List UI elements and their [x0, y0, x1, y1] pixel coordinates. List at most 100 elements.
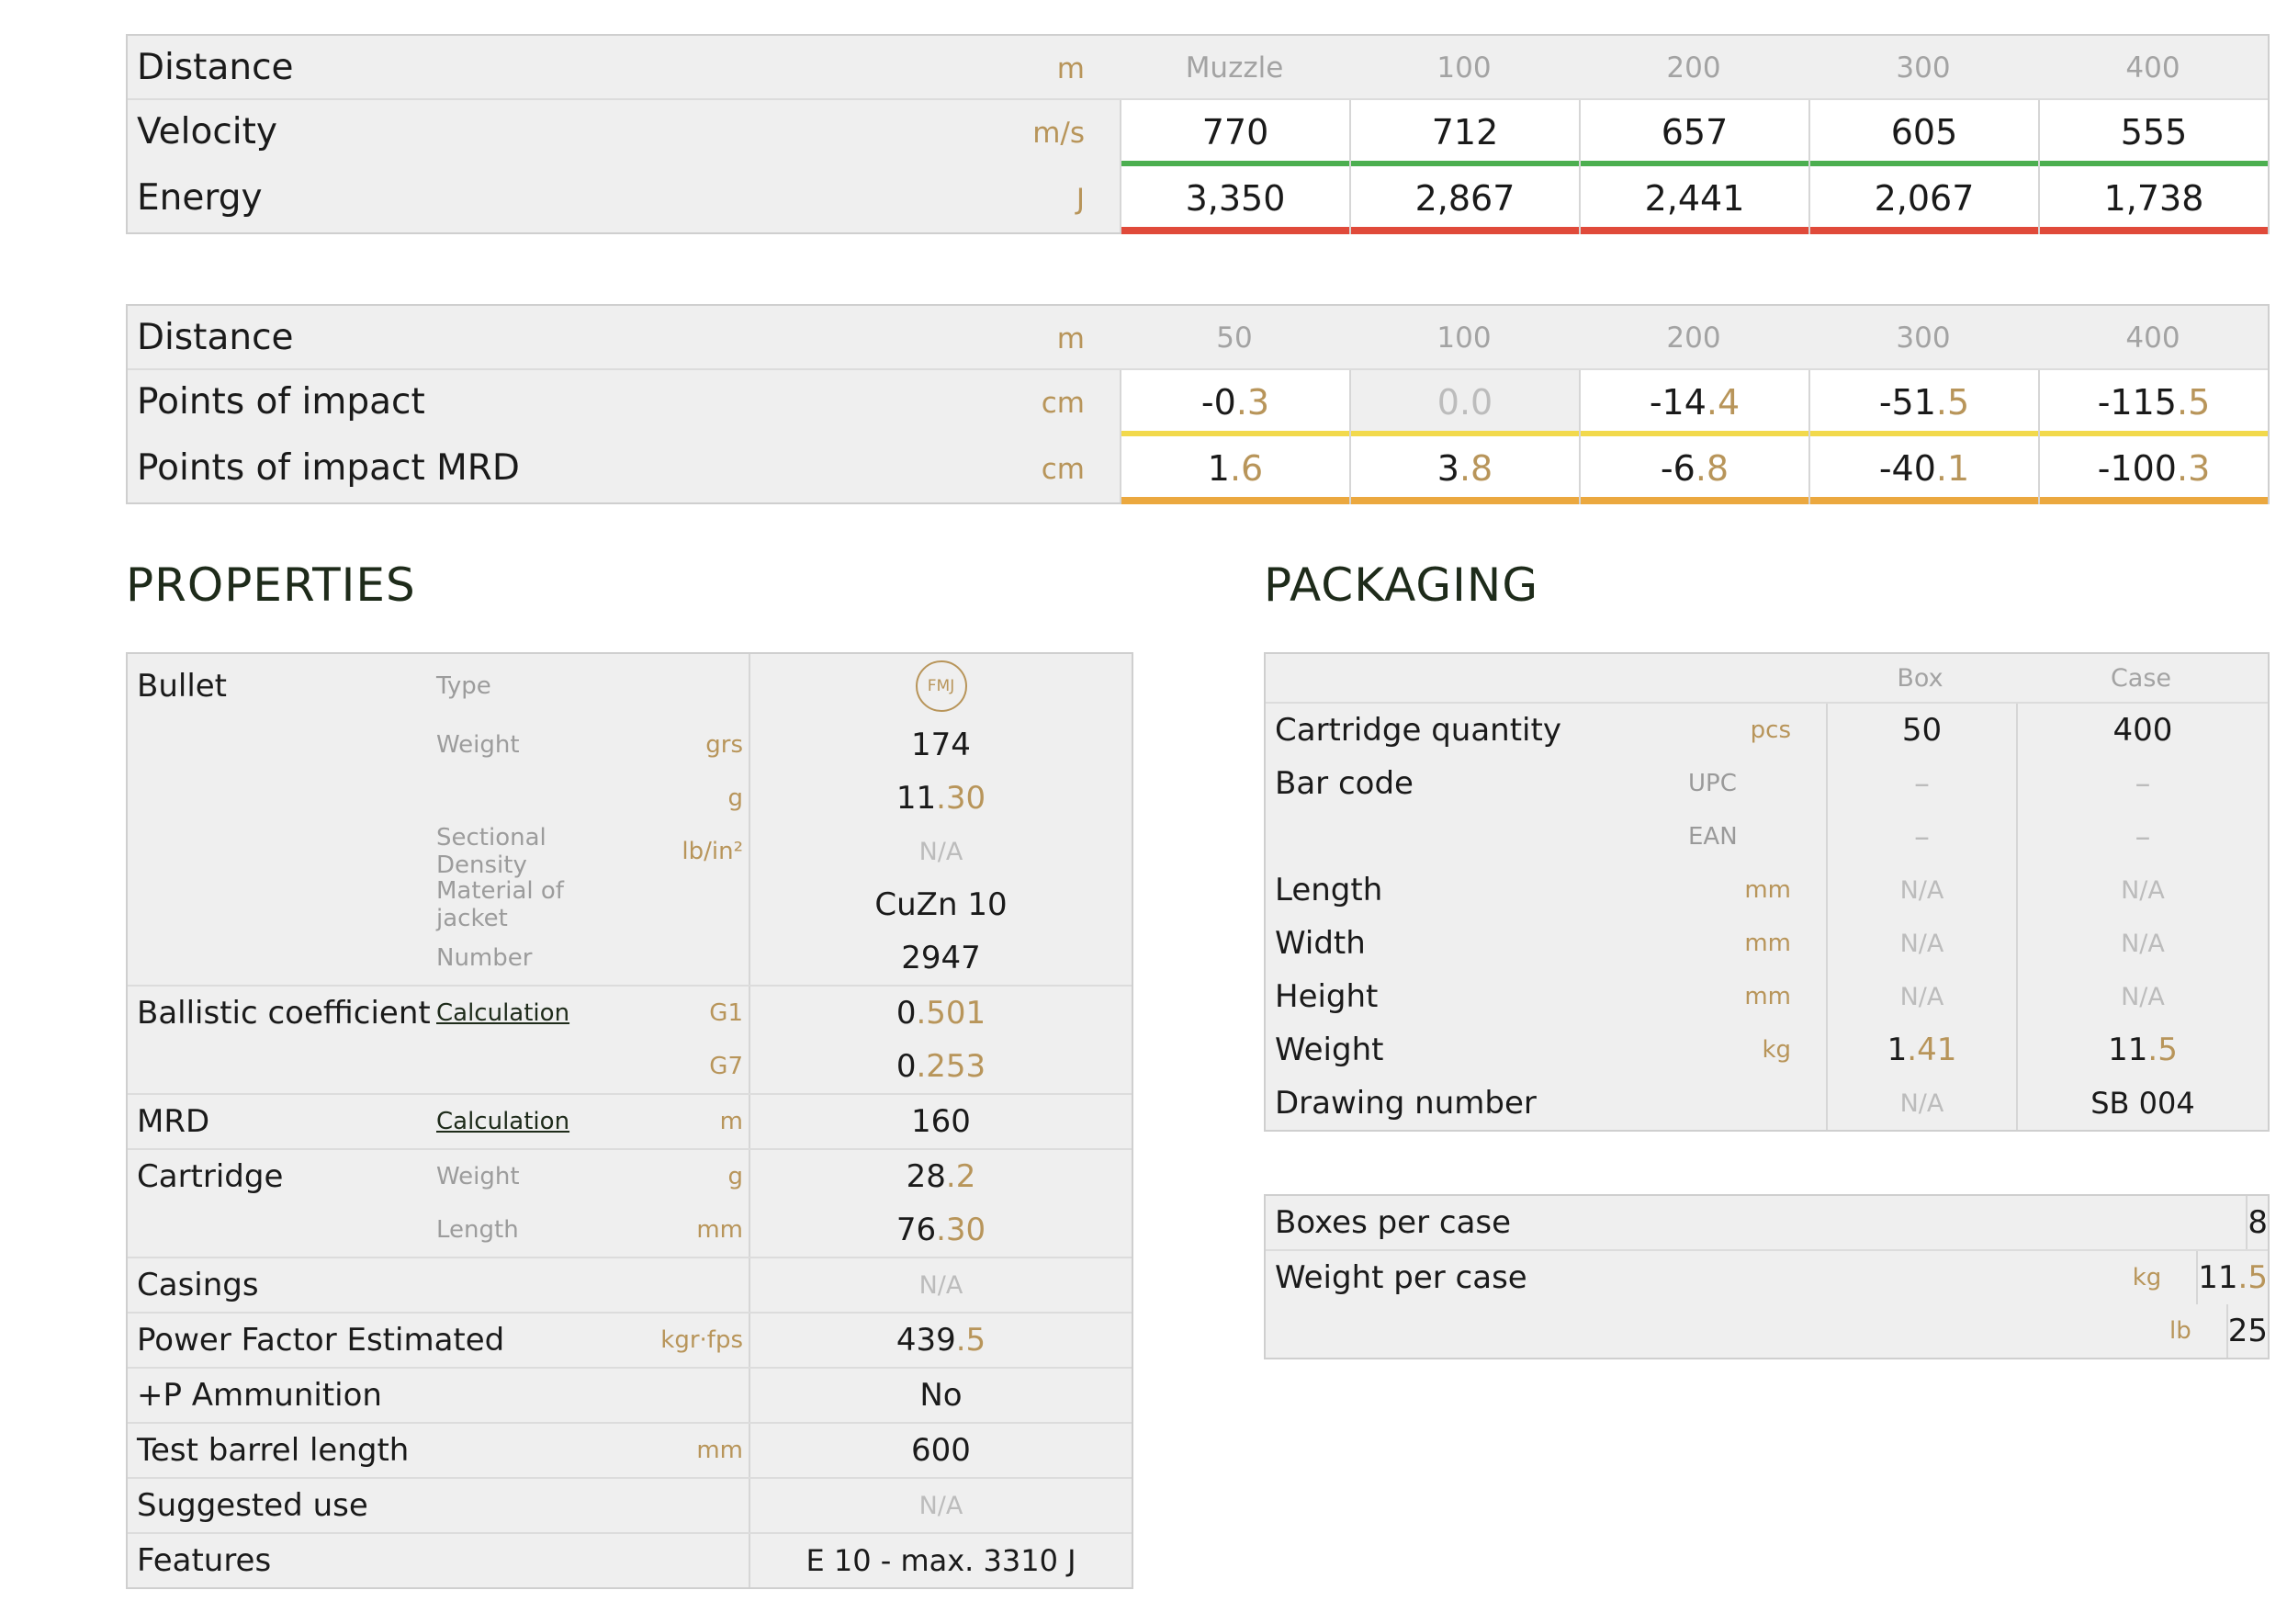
cartridge-weight-label: Weight	[436, 1163, 520, 1190]
velocity-value: 605	[1808, 100, 2038, 168]
suggested-use-label: Suggested use	[137, 1487, 368, 1524]
power-factor-row: Power Factor Estimated kgr·fps 439.5	[128, 1314, 1132, 1367]
jacket-value: CuZn 10	[749, 878, 1132, 931]
features-row: Features E 10 - max. 3310 J	[128, 1534, 1132, 1587]
distance-value: 50	[1216, 321, 1253, 355]
barcode-label: Bar code	[1275, 765, 1414, 802]
weight-value: 11.30	[749, 772, 1132, 825]
distance-value: 100	[1436, 321, 1492, 355]
weight-per-case-lb-row: lb 25	[1266, 1304, 2268, 1358]
length-row: Length mm N/A N/A	[1266, 863, 2268, 917]
drawing-case: SB 004	[2016, 1077, 2268, 1130]
plus-p-label: +P Ammunition	[137, 1377, 382, 1414]
barrel-value: 600	[749, 1424, 1132, 1477]
bullet-label: Bullet	[137, 668, 228, 705]
barrel-unit: mm	[696, 1437, 743, 1464]
plus-p-value: No	[749, 1369, 1132, 1422]
casings-group: Casings N/A	[128, 1258, 1132, 1314]
power-factor-value: 439.5	[749, 1314, 1132, 1367]
velocity-value: 555	[2038, 100, 2268, 168]
distance-value: Muzzle	[1185, 51, 1284, 85]
casings-row: Casings N/A	[128, 1258, 1132, 1312]
quantity-box: 50	[1826, 704, 2016, 757]
cartridge-length-label: Length	[436, 1216, 519, 1244]
weight-per-case-lb-value: 25	[2225, 1304, 2268, 1358]
width-row: Width mm N/A N/A	[1266, 917, 2268, 970]
quantity-label: Cartridge quantity	[1275, 712, 1561, 749]
weight-unit: kg	[1762, 1036, 1791, 1064]
suggested-use-value: N/A	[749, 1479, 1132, 1532]
plus-p-group: +P Ammunition No	[128, 1369, 1132, 1424]
weight-per-case-lb-unit: lb	[2169, 1317, 2191, 1345]
height-unit: mm	[1744, 983, 1791, 1010]
power-factor-label: Power Factor Estimated	[137, 1322, 505, 1359]
ballistic-coefficient-group: Ballistic coefficient Calculation G1 0.5…	[128, 987, 1132, 1095]
weight-value: 174	[749, 718, 1132, 772]
cartridge-label: Cartridge	[137, 1158, 284, 1195]
casings-label: Casings	[137, 1267, 259, 1303]
weight-per-case-label: Weight per case	[1275, 1259, 1527, 1296]
suggested-use-group: Suggested use N/A	[128, 1479, 1132, 1534]
ean-box: –	[1826, 810, 2016, 863]
weight-row: Weight kg 1.41 11.5	[1266, 1023, 2268, 1077]
cartridge-weight-unit: g	[727, 1163, 743, 1190]
distance-value: 100	[1436, 51, 1492, 85]
box-column-header: Box	[1897, 663, 1943, 693]
number-label: Number	[436, 944, 533, 972]
length-case: N/A	[2016, 863, 2268, 917]
width-label: Width	[1275, 925, 1366, 962]
height-box: N/A	[1826, 970, 2016, 1023]
packaging-heading: PACKAGING	[1264, 558, 1539, 612]
number-value: 2947	[749, 931, 1132, 985]
packaging-header-row: Box Case	[1266, 654, 2268, 704]
mrd-group: MRD Calculation m 160	[128, 1095, 1132, 1150]
sectional-density-unit: lb/in²	[682, 838, 743, 865]
ean-case: –	[2016, 810, 2268, 863]
cartridge-weight-row: Cartridge Weight g 28.2	[128, 1150, 1132, 1203]
distance-label: Distance	[137, 47, 294, 88]
properties-heading: PROPERTIES	[126, 558, 416, 612]
mrd-row: MRD Calculation m 160	[128, 1095, 1132, 1148]
barrel-row: Test barrel length mm 600	[128, 1424, 1132, 1477]
upc-case: –	[2016, 757, 2268, 810]
ballistic-coefficient-label: Ballistic coefficient	[137, 995, 431, 1032]
poi-value: -14.4	[1579, 370, 1808, 438]
poi-mrd-value: -6.8	[1579, 436, 1808, 504]
bullet-group: Bullet Type FMJ Weight grs 174 g 11.30 S…	[128, 654, 1132, 987]
weight-unit: grs	[705, 731, 743, 759]
poi-mrd-value: 3.8	[1349, 436, 1579, 504]
casings-value: N/A	[749, 1258, 1132, 1312]
type-value: FMJ	[749, 654, 1132, 718]
type-label: Type	[436, 672, 491, 700]
plus-p-row: +P Ammunition No	[128, 1369, 1132, 1422]
drawing-box: N/A	[1826, 1077, 2016, 1130]
length-box: N/A	[1826, 863, 2016, 917]
bc-calculation-link[interactable]: Calculation	[436, 999, 570, 1027]
g1-label: G1	[709, 999, 743, 1027]
energy-value: 1,738	[2038, 166, 2268, 234]
velocity-value: 657	[1579, 100, 1808, 168]
mrd-calculation-link[interactable]: Calculation	[436, 1108, 570, 1135]
features-group: Features E 10 - max. 3310 J	[128, 1534, 1132, 1587]
velocity-value: 712	[1349, 100, 1579, 168]
barrel-group: Test barrel length mm 600	[128, 1424, 1132, 1479]
energy-value: 2,441	[1579, 166, 1808, 234]
jacket-label: Material of jacket	[436, 877, 564, 932]
upc-row: Bar code UPC – –	[1266, 757, 2268, 810]
width-box: N/A	[1826, 917, 2016, 970]
g1-row: Ballistic coefficient Calculation G1 0.5…	[128, 987, 1132, 1040]
upc-box: –	[1826, 757, 2016, 810]
power-factor-unit: kgr·fps	[660, 1326, 743, 1354]
mrd-value: 160	[749, 1095, 1132, 1148]
distance-value: 200	[1666, 51, 1721, 85]
cartridge-length-value: 76.30	[749, 1203, 1132, 1257]
cartridge-group: Cartridge Weight g 28.2 Length mm 76.30	[128, 1150, 1132, 1258]
impact-table: Distance m 50 100 200 300 400 Points of …	[126, 304, 2270, 504]
distance-row: Distance m Muzzle 100 200 300 400	[128, 36, 2268, 100]
poi-label: Points of impact	[137, 381, 425, 423]
g7-label: G7	[709, 1053, 743, 1080]
distance-value: 400	[2125, 51, 2180, 85]
poi-value: -115.5	[2038, 370, 2268, 438]
boxes-per-case-label: Boxes per case	[1275, 1204, 1512, 1241]
drawing-label: Drawing number	[1275, 1085, 1537, 1122]
